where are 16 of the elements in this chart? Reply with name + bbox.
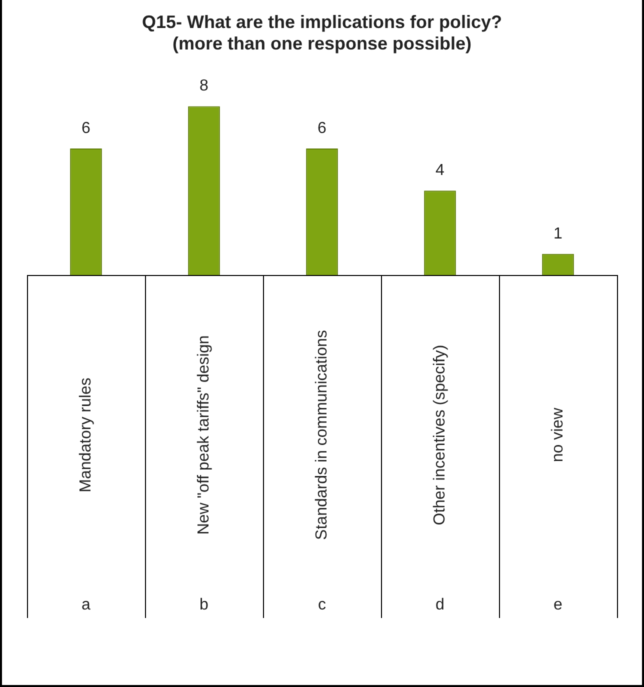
x-tick-label: Standards in communications	[313, 330, 330, 540]
data-label: 8	[200, 78, 209, 95]
text: b	[200, 596, 209, 614]
data-label: 1	[554, 225, 563, 242]
chart-title: Q15- What are the implications for policy? (more than one response possible)	[142, 12, 502, 54]
data-label: 6	[318, 120, 327, 137]
text: a	[82, 596, 91, 614]
text: d	[436, 596, 444, 614]
x-tick-label: Mandatory rules	[77, 378, 94, 492]
data-label: 6	[82, 120, 91, 137]
x-tick-label: Other incentives (specify)	[431, 344, 448, 526]
x-tick-label: no view	[549, 407, 566, 462]
text: e	[554, 596, 563, 614]
data-label: 4	[436, 162, 445, 180]
x-tick-label: New "off peak tariffs" design	[195, 335, 212, 535]
text: c	[318, 596, 326, 614]
